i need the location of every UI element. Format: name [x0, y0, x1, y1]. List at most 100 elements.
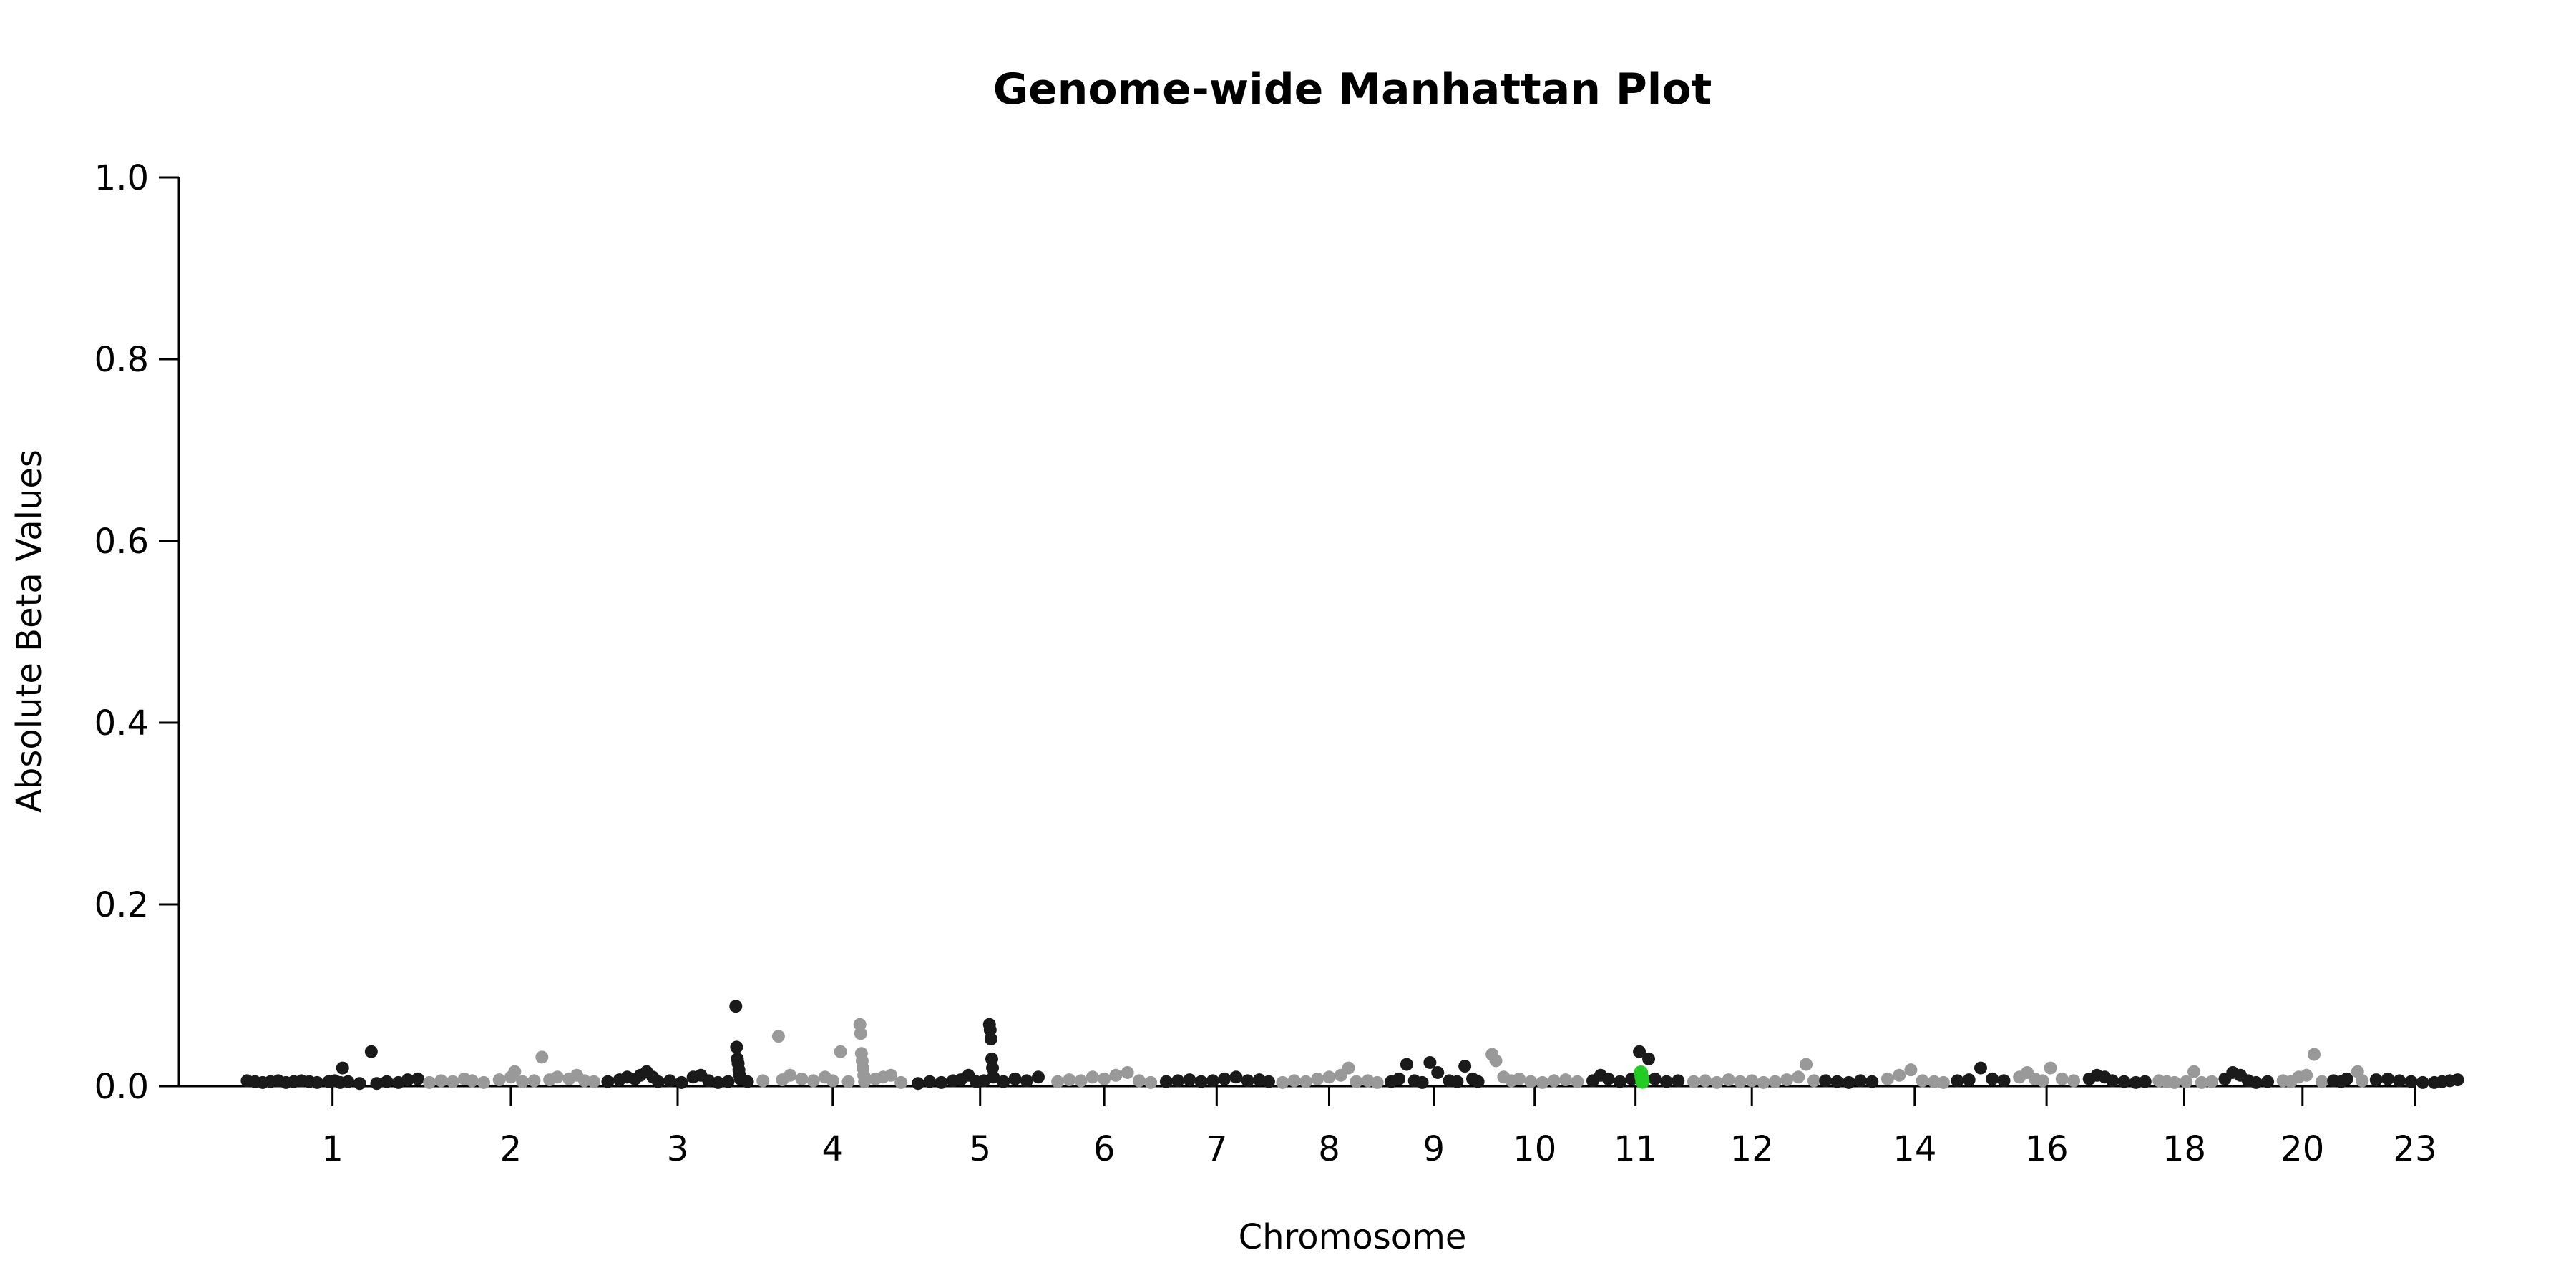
data-point: [1536, 1075, 1549, 1089]
data-point: [423, 1075, 436, 1089]
data-point: [2044, 1061, 2057, 1075]
chart-title: Genome-wide Manhattan Plot: [993, 64, 1712, 114]
data-point: [923, 1075, 937, 1088]
data-point: [675, 1075, 688, 1089]
data-point: [1489, 1054, 1503, 1068]
data-point: [1880, 1072, 1894, 1085]
data-point: [535, 1050, 549, 1064]
data-point: [2187, 1065, 2201, 1078]
data-point: [651, 1075, 665, 1088]
data-point: [1904, 1063, 1918, 1077]
data-point: [2340, 1072, 2353, 1085]
data-point: [2180, 1075, 2193, 1088]
data-point: [1722, 1073, 1735, 1087]
data-point: [1648, 1072, 1662, 1085]
data-point: [1008, 1072, 1022, 1085]
data-point: [577, 1074, 591, 1088]
x-tick-label: 18: [2162, 1129, 2206, 1169]
x-tick-label: 23: [2393, 1129, 2436, 1169]
data-point: [550, 1070, 564, 1084]
data-point: [1311, 1072, 1324, 1085]
data-point: [1229, 1070, 1243, 1084]
data-point: [1241, 1074, 1254, 1088]
data-point: [2356, 1074, 2369, 1088]
data-point: [841, 1075, 855, 1088]
data-point: [1571, 1075, 1584, 1088]
data-point: [1370, 1075, 1384, 1089]
y-tick-label: 0.6: [94, 522, 149, 562]
data-point: [1020, 1074, 1033, 1088]
data-point: [2036, 1074, 2049, 1088]
data-point: [1807, 1074, 1820, 1088]
data-point: [2195, 1075, 2208, 1089]
data-point: [2451, 1073, 2464, 1087]
data-point: [935, 1075, 948, 1089]
data-point: [1865, 1075, 1879, 1088]
data-point: [492, 1073, 506, 1087]
data-point: [1085, 1070, 1099, 1084]
data-point: [1699, 1074, 1712, 1088]
data-point: [2404, 1075, 2418, 1088]
data-point: [1350, 1075, 1363, 1088]
data-point: [1757, 1075, 1770, 1089]
x-tick-label: 3: [667, 1129, 689, 1169]
data-point: [508, 1065, 522, 1078]
data-point: [1916, 1074, 1929, 1088]
data-point: [1927, 1075, 1941, 1088]
data-point: [1559, 1073, 1573, 1087]
data-point: [1342, 1061, 1355, 1075]
data-point: [1819, 1074, 1833, 1088]
data-point: [1471, 1075, 1485, 1088]
data-point: [434, 1074, 448, 1088]
data-point: [1745, 1074, 1759, 1088]
data-point: [1074, 1074, 1088, 1088]
highlight-point: [1635, 1074, 1650, 1089]
x-tick-label: 20: [2280, 1129, 2324, 1169]
data-point: [1997, 1074, 2011, 1088]
data-point: [987, 1070, 1000, 1084]
data-point: [894, 1075, 908, 1089]
data-point: [884, 1068, 898, 1082]
data-point: [1322, 1070, 1336, 1084]
data-point: [1276, 1075, 1289, 1089]
data-point: [364, 1045, 378, 1058]
data-point: [2249, 1075, 2263, 1089]
data-point: [380, 1075, 394, 1088]
data-point: [1659, 1075, 1673, 1088]
data-point: [527, 1074, 541, 1088]
data-points: [240, 1000, 2464, 1091]
y-axis-label: Absolute Beta Values: [9, 449, 49, 813]
data-point: [1132, 1074, 1146, 1088]
x-axis-label: Chromosome: [1239, 1217, 1467, 1257]
data-point: [310, 1075, 323, 1089]
data-point: [984, 1032, 997, 1045]
data-point: [1431, 1065, 1445, 1079]
data-point: [826, 1074, 839, 1088]
data-point: [2300, 1068, 2313, 1082]
data-point: [1733, 1075, 1747, 1088]
data-point: [1183, 1073, 1196, 1087]
data-point: [730, 1040, 743, 1054]
data-point: [912, 1077, 925, 1091]
data-point: [1974, 1061, 1987, 1075]
data-point: [1962, 1073, 1976, 1087]
data-point: [2261, 1075, 2275, 1088]
data-point: [1392, 1072, 1406, 1085]
data-point: [353, 1077, 366, 1091]
data-point: [1986, 1072, 1999, 1085]
data-point: [1159, 1075, 1173, 1088]
y-tick-label: 0.2: [94, 885, 149, 925]
data-point: [1513, 1072, 1526, 1085]
data-point: [2167, 1075, 2181, 1089]
data-point: [516, 1075, 530, 1088]
data-point: [663, 1074, 677, 1088]
x-tick-label: 10: [1513, 1129, 1556, 1169]
data-point: [858, 1075, 872, 1088]
data-point: [2393, 1074, 2406, 1088]
data-point: [1830, 1075, 1844, 1088]
data-point: [1098, 1072, 1111, 1085]
data-point: [1710, 1075, 1724, 1089]
x-tick-label: 12: [1730, 1129, 1774, 1169]
x-tick-label: 2: [500, 1129, 522, 1169]
data-point: [1687, 1075, 1700, 1088]
